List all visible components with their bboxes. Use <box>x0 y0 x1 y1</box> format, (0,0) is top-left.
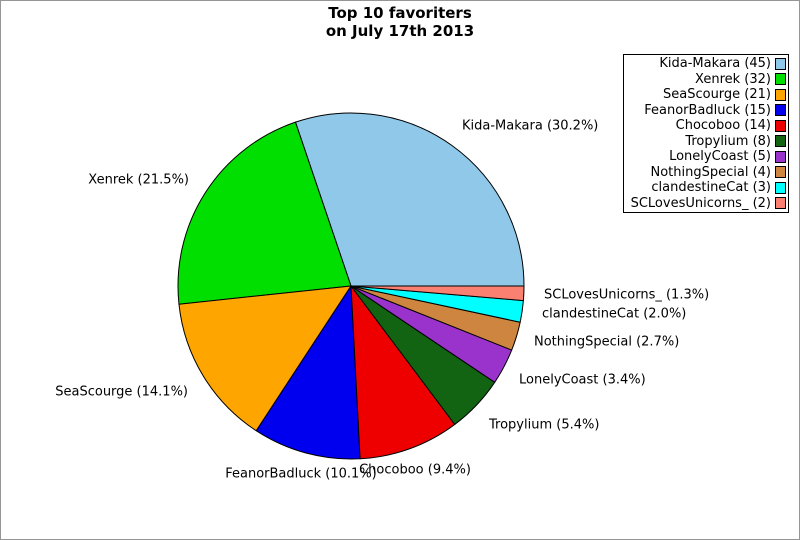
pie-label-Chocoboo: Chocoboo (9.4%) <box>359 463 471 478</box>
legend-swatch-icon <box>775 88 786 101</box>
pie-label-Xenrek: Xenrek (21.5%) <box>88 173 189 188</box>
legend-row-SCLovesUnicorns_: SCLovesUnicorns_ (2) <box>626 196 786 211</box>
legend-row-Xenrek: Xenrek (32) <box>626 72 786 87</box>
pie-slice-SeaScourge <box>178 285 352 432</box>
pie-label-SCLovesUnicorns_: SCLovesUnicorns_ (1.3%) <box>544 288 709 303</box>
legend-swatch-icon <box>775 73 786 86</box>
chart-title: Top 10 favoriters on July 17th 2013 <box>1 4 799 40</box>
legend-swatch-icon <box>775 135 786 148</box>
legend-label: FeanorBadluck (15) <box>644 102 771 118</box>
legend-label: clandestineCat (3) <box>651 180 771 196</box>
legend-label: LonelyCoast (5) <box>669 149 771 165</box>
chart-title-line1: Top 10 favoriters <box>328 4 472 22</box>
legend-label: Tropylium (8) <box>685 133 771 149</box>
pie-label-NothingSpecial: NothingSpecial (2.7%) <box>534 335 679 350</box>
pie-label-clandestineCat: clandestineCat (2.0%) <box>542 307 686 322</box>
pie-slice-Kida-Makara <box>294 112 525 287</box>
pie-label-Tropylium: Tropylium (5.4%) <box>488 418 599 433</box>
legend-swatch-icon <box>775 166 786 179</box>
pie-slice-FeanorBadluck <box>255 285 361 460</box>
legend-row-Kida-Makara: Kida-Makara (45) <box>626 56 786 71</box>
legend-swatch-icon <box>775 119 786 132</box>
legend-label: SeaScourge (21) <box>663 87 771 103</box>
pie-slice-SCLovesUnicorns_ <box>350 285 525 302</box>
legend-label: Kida-Makara (45) <box>659 56 771 72</box>
legend-label: SCLovesUnicorns_ (2) <box>630 195 771 211</box>
legend-swatch-icon <box>775 104 786 117</box>
legend-swatch-icon <box>775 150 786 163</box>
legend-row-Tropylium: Tropylium (8) <box>626 134 786 149</box>
legend-row-Chocoboo: Chocoboo (14) <box>626 118 786 133</box>
pie-label-FeanorBadluck: FeanorBadluck (10.1%) <box>225 467 377 482</box>
pie-label-SeaScourge: SeaScourge (14.1%) <box>55 385 188 400</box>
legend-row-SeaScourge: SeaScourge (21) <box>626 87 786 102</box>
legend-row-FeanorBadluck: FeanorBadluck (15) <box>626 103 786 118</box>
pie-slice-Chocoboo <box>350 285 456 460</box>
legend-label: Xenrek (32) <box>695 71 771 87</box>
chart-legend: Kida-Makara (45) Xenrek (32) SeaScourge (2… <box>623 54 789 213</box>
legend-row-LonelyCoast: LonelyCoast (5) <box>626 149 786 164</box>
legend-swatch-icon <box>775 57 786 70</box>
legend-swatch-icon <box>775 197 786 210</box>
legend-row-clandestineCat: clandestineCat (3) <box>626 180 786 195</box>
legend-row-NothingSpecial: NothingSpecial (4) <box>626 165 786 180</box>
legend-label: Chocoboo (14) <box>675 118 771 134</box>
legend-swatch-icon <box>775 181 786 194</box>
pie-slice-Xenrek <box>177 121 352 305</box>
chart-title-line2: on July 17th 2013 <box>325 22 475 40</box>
legend-label: NothingSpecial (4) <box>650 164 771 180</box>
pie-label-LonelyCoast: LonelyCoast (3.4%) <box>519 373 646 388</box>
pie-label-Kida-Makara: Kida-Makara (30.2%) <box>462 119 598 134</box>
